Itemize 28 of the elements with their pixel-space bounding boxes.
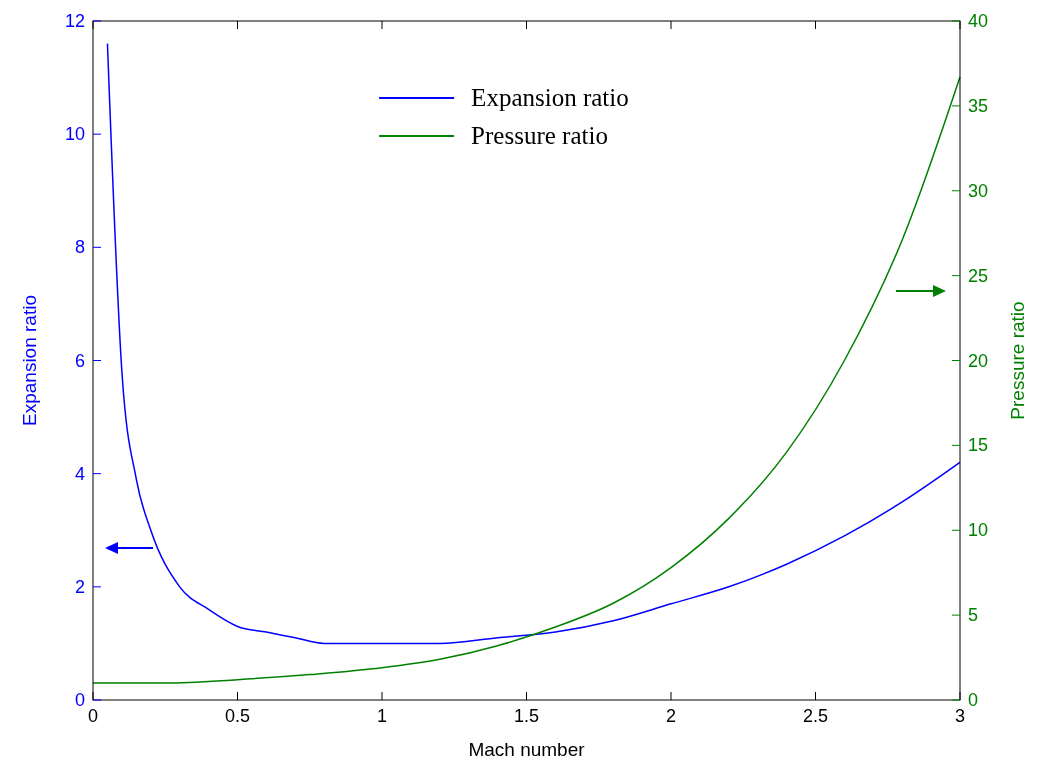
x-tick-label: 2 — [665, 706, 677, 726]
y2-tick-label: 30 — [968, 180, 989, 201]
x-tick-label: 1 — [376, 706, 388, 726]
x-axis-title: Mach number — [468, 739, 586, 760]
y-tick-label: 12 — [64, 11, 85, 31]
x-tick-label: 3 — [954, 706, 966, 726]
y-tick-label: 10 — [64, 124, 85, 145]
y2-tick-label: 40 — [968, 11, 989, 31]
legend-label: Expansion ratio — [471, 84, 629, 111]
y-tick-label: 8 — [74, 237, 85, 258]
y2-tick-label: 15 — [968, 435, 989, 456]
x-tick-label: 2.5 — [802, 706, 829, 726]
y2-tick-label: 25 — [968, 265, 989, 286]
y2-axis-title: Pressure ratio — [1007, 301, 1028, 420]
y-tick-label: 2 — [74, 576, 85, 597]
y2-tick-label: 0 — [968, 690, 979, 710]
y-tick-label: 0 — [74, 690, 85, 710]
x-tick-label: 0.5 — [224, 706, 251, 726]
legend-label: Pressure ratio — [471, 122, 608, 149]
y-axis-title: Expansion ratio — [19, 295, 40, 426]
y-tick-label: 6 — [74, 350, 85, 371]
y2-tick-label: 10 — [968, 520, 989, 541]
y2-tick-label: 5 — [968, 605, 979, 626]
y-tick-label: 4 — [74, 463, 85, 484]
y2-tick-label: 20 — [968, 350, 989, 371]
y2-tick-label: 35 — [968, 95, 989, 116]
x-tick-label: 1.5 — [513, 706, 540, 726]
x-tick-label: 0 — [87, 706, 99, 726]
